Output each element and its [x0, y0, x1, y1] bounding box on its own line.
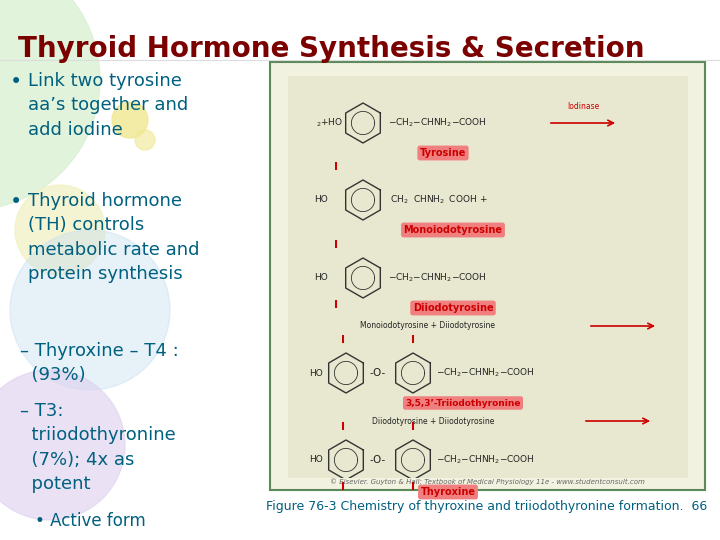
Bar: [288, 76, 688, 478]
Text: I: I: [341, 335, 345, 345]
Text: Diiodotyrosine + Diiodotyrosine: Diiodotyrosine + Diiodotyrosine: [372, 416, 494, 426]
Text: I: I: [334, 300, 338, 310]
Text: 3,5,3’-Triiodothyronine: 3,5,3’-Triiodothyronine: [405, 399, 521, 408]
Text: I: I: [411, 335, 415, 345]
Text: Tyrosine: Tyrosine: [420, 148, 466, 158]
Circle shape: [0, 0, 100, 210]
Bar: [270, 62, 705, 490]
Text: I: I: [334, 162, 338, 172]
Text: Diiodotyrosine: Diiodotyrosine: [413, 303, 493, 313]
Circle shape: [112, 102, 148, 138]
Circle shape: [15, 185, 105, 275]
Text: $\;$CH$_2\;$ CHNH$_2\;$ COOH +: $\;$CH$_2\;$ CHNH$_2\;$ COOH +: [388, 194, 487, 206]
Text: Figure 76-3 Chemistry of thyroxine and triiodothyronine formation.  66: Figure 76-3 Chemistry of thyroxine and t…: [266, 500, 708, 513]
Text: I: I: [411, 482, 415, 492]
Text: HO: HO: [314, 273, 328, 282]
Text: Link two tyrosine
aa’s together and
add iodine: Link two tyrosine aa’s together and add …: [28, 72, 188, 139]
Text: $-$CH$_2$$-$CHNH$_2$$-$COOH: $-$CH$_2$$-$CHNH$_2$$-$COOH: [436, 454, 535, 466]
Text: $-$CH$_2$$-$CHNH$_2$$-$COOH: $-$CH$_2$$-$CHNH$_2$$-$COOH: [388, 117, 487, 129]
Text: Thyroid hormone
(TH) controls
metabolic rate and
protein synthesis: Thyroid hormone (TH) controls metabolic …: [28, 192, 199, 283]
Text: I: I: [334, 240, 338, 250]
Text: – Thyroxine – T4 :
  (93%): – Thyroxine – T4 : (93%): [20, 342, 179, 384]
Text: Thyroid Hormone Synthesis & Secretion: Thyroid Hormone Synthesis & Secretion: [18, 35, 644, 63]
Text: • Active form: • Active form: [35, 512, 145, 530]
Text: $-$CH$_2$$-$CHNH$_2$$-$COOH: $-$CH$_2$$-$CHNH$_2$$-$COOH: [388, 272, 487, 284]
Text: I: I: [411, 422, 415, 432]
Text: Monoiodotyrosine: Monoiodotyrosine: [403, 225, 503, 235]
Text: HO: HO: [314, 195, 328, 205]
Circle shape: [10, 230, 170, 390]
Text: – T3:
  triiodothyronine
  (7%); 4x as
  potent: – T3: triiodothyronine (7%); 4x as poten…: [20, 402, 176, 493]
Text: $-$CH$_2$$-$CHNH$_2$$-$COOH: $-$CH$_2$$-$CHNH$_2$$-$COOH: [436, 367, 535, 379]
Circle shape: [0, 370, 125, 520]
Circle shape: [135, 130, 155, 150]
Text: HO: HO: [310, 368, 323, 377]
Text: Thyroxine: Thyroxine: [420, 487, 475, 497]
Text: © Elsevier. Guyton & Hall: Textbook of Medical Physiology 11e - www.studentconsu: © Elsevier. Guyton & Hall: Textbook of M…: [330, 478, 644, 485]
Text: •: •: [10, 72, 22, 92]
Text: I: I: [341, 422, 345, 432]
Text: HO: HO: [310, 456, 323, 464]
Text: $_2$+HO: $_2$+HO: [316, 117, 343, 129]
Text: -O-: -O-: [370, 368, 386, 378]
Text: •: •: [10, 192, 22, 212]
Text: Monoiodotyrosine + Diiodotyrosine: Monoiodotyrosine + Diiodotyrosine: [361, 321, 495, 330]
Text: I: I: [341, 482, 345, 492]
Text: Iodinase: Iodinase: [567, 102, 599, 111]
Text: -O-: -O-: [370, 455, 386, 465]
